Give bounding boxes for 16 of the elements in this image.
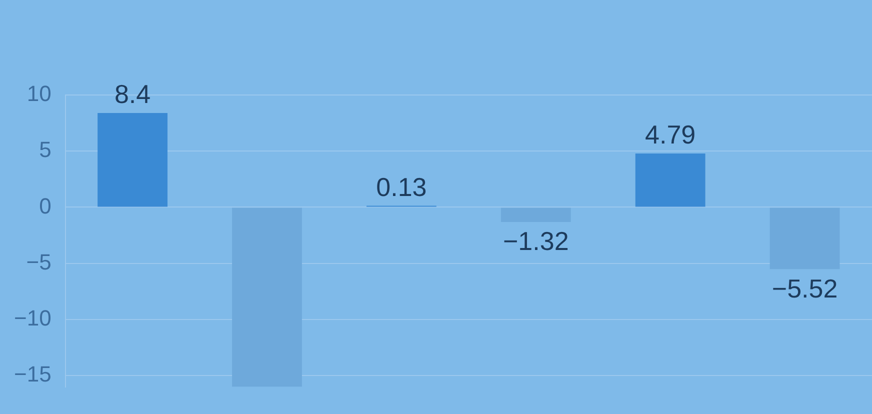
bar [635,153,706,207]
y-tick-label: 10 [26,81,52,106]
y-tick-label: 5 [39,137,52,162]
data-label: 8.4 [114,79,151,110]
data-label: 0.13 [376,172,427,202]
bar [500,208,571,222]
data-label: −1.32 [502,226,569,256]
y-tick-label: −10 [14,306,52,331]
y-tick-label: −15 [14,362,52,387]
bar [770,208,840,270]
y-tick-label: −5 [26,249,52,274]
data-label: −5.52 [772,273,838,304]
y-tick-label: 0 [39,193,52,218]
data-label: 4.79 [645,120,696,150]
bar [232,208,302,387]
bar [98,112,168,207]
